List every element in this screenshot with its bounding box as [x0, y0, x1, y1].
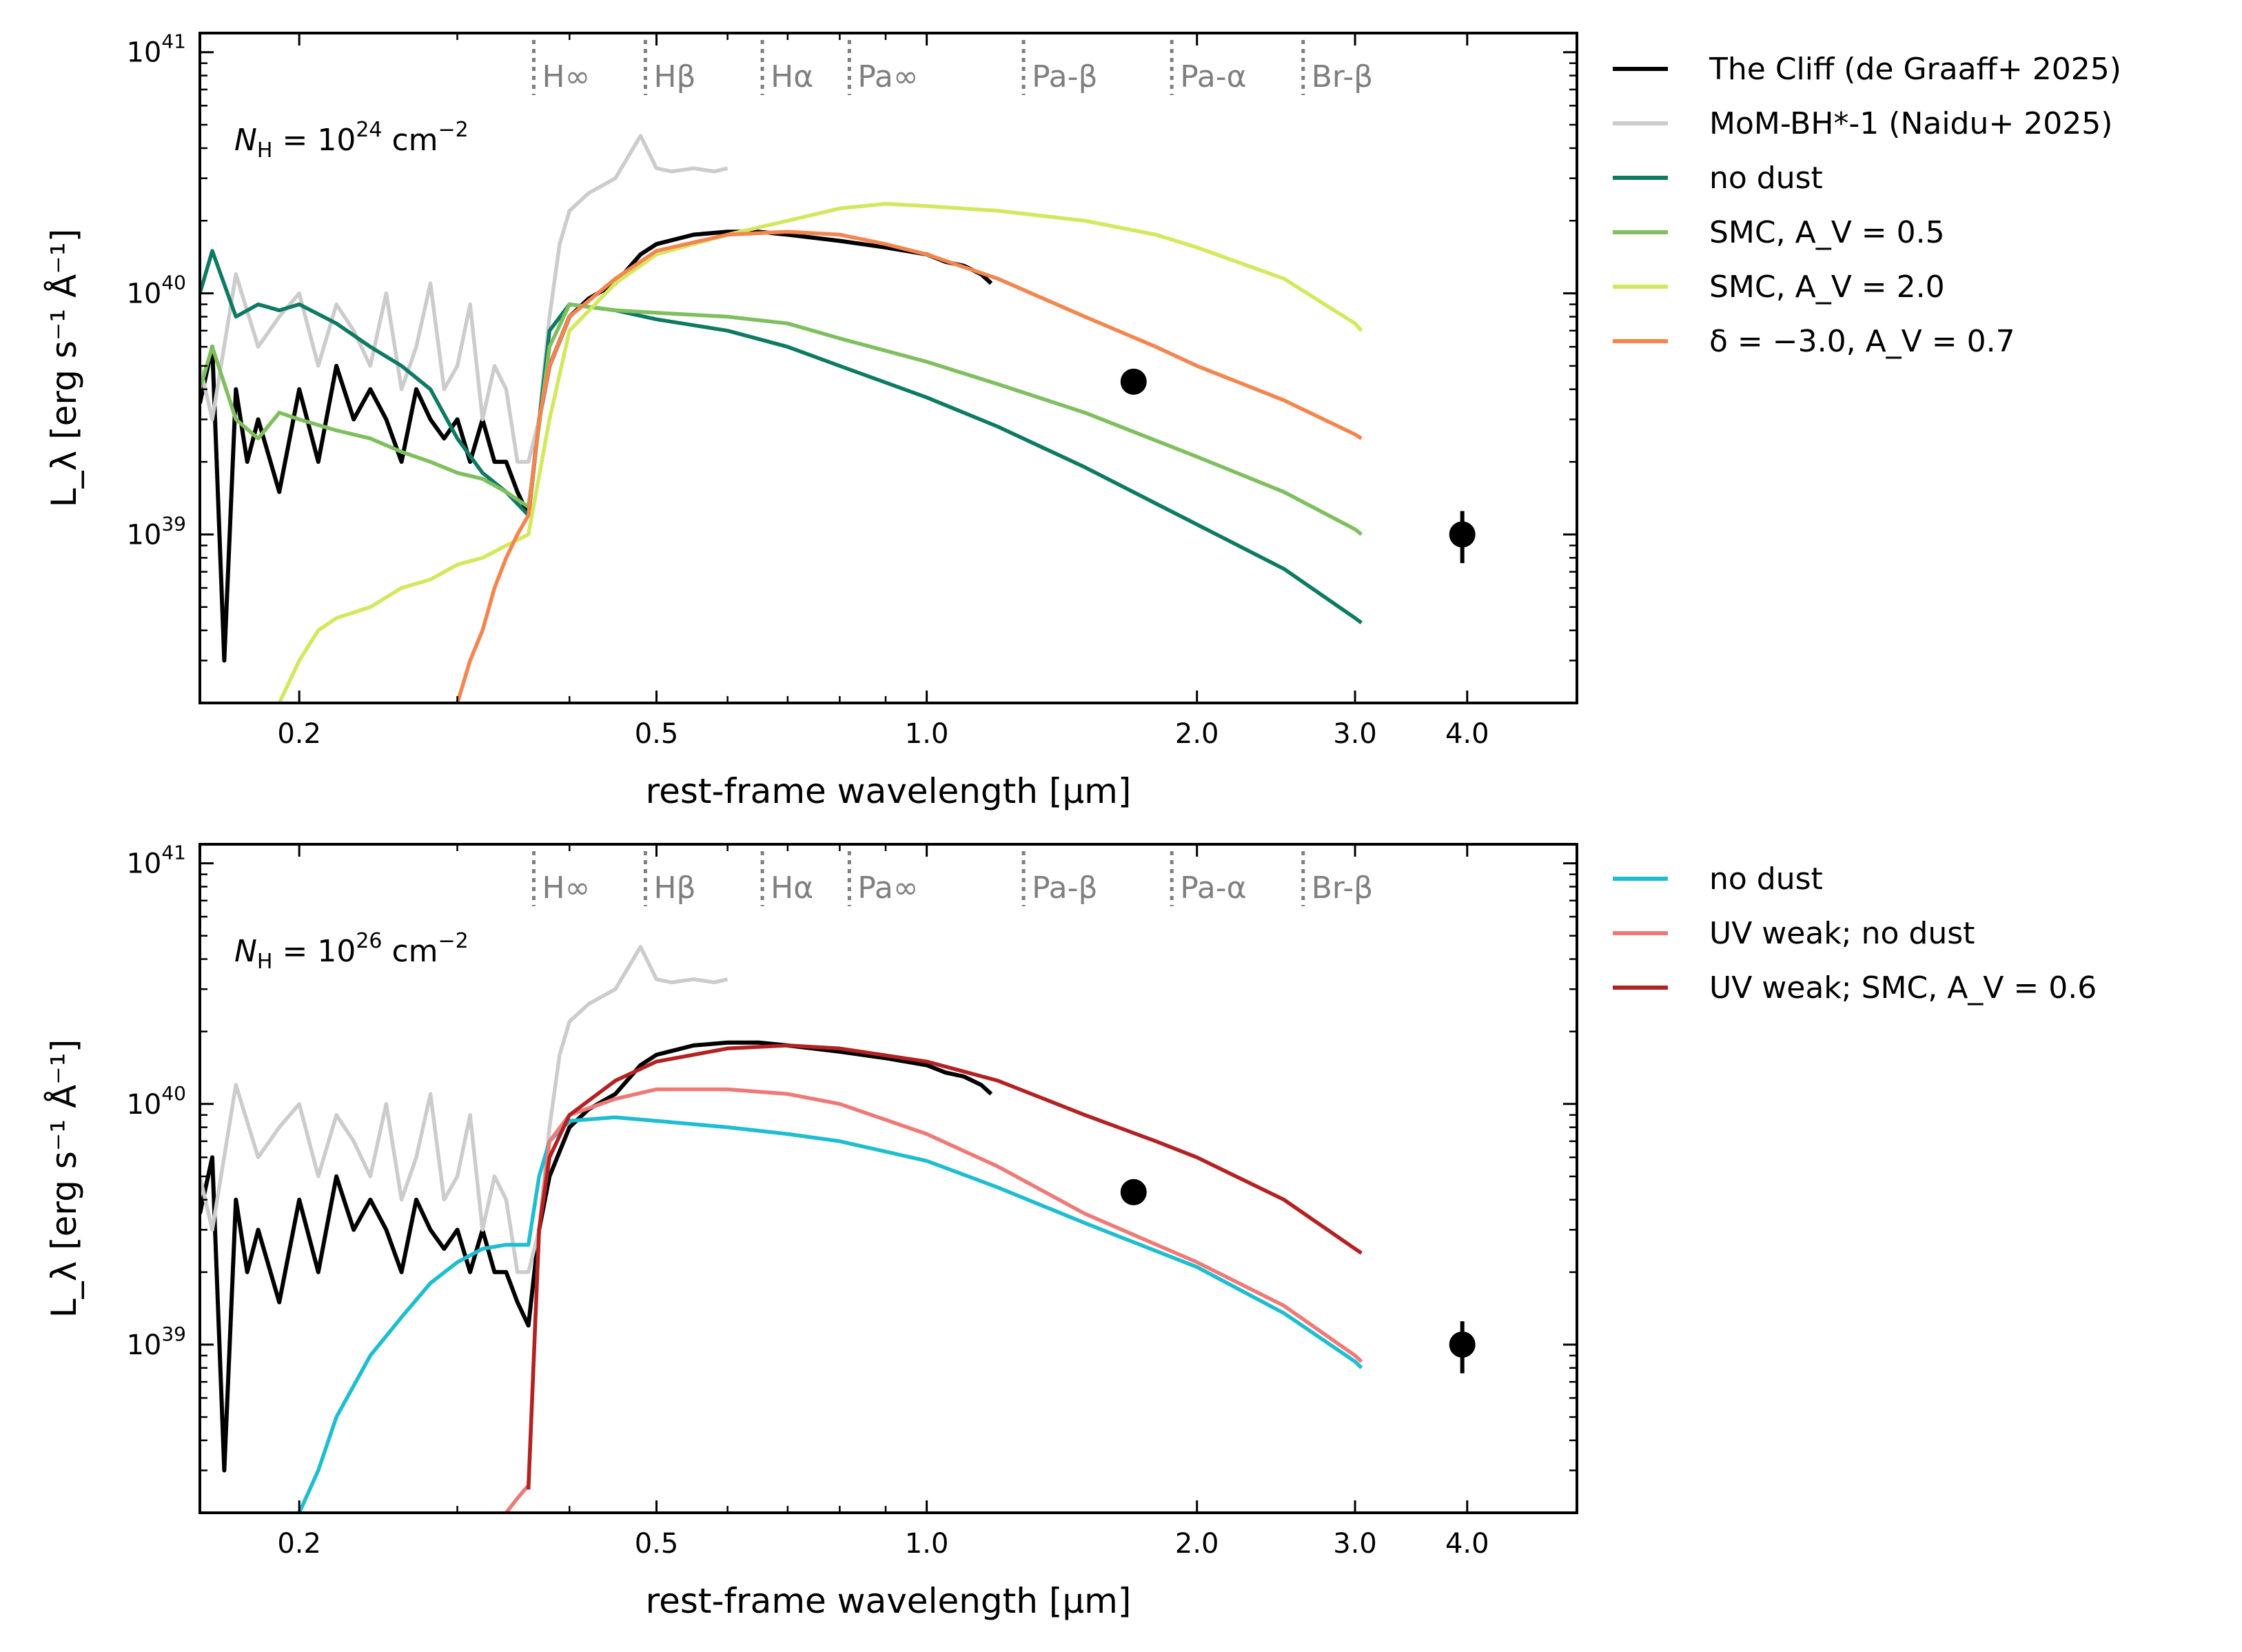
y-tick-label: 1039: [126, 1323, 186, 1361]
series-line-uv-weak-no-dust: [505, 1087, 1363, 1513]
marker-label-br: Br-β: [1312, 59, 1373, 94]
marker-label-pa: Pa-β: [1032, 59, 1097, 94]
x-tick-label: 2.0: [1175, 718, 1219, 750]
x-tick-label: 0.2: [277, 1528, 321, 1560]
series-line-mom-bh-1-naidu-2025: [200, 134, 728, 464]
bottom-panel: H∞ Hβ Hα Pa∞ Pa-β Pa-α Br-β 0.2 0.5 1.0 2.0 3.0 4.0 1…: [44, 842, 2097, 1621]
series-line-the-cliff-de-graaff-2025: [200, 230, 993, 663]
marker-label-h: Hα: [771, 59, 813, 94]
marker-label-h: Hα: [771, 870, 813, 906]
legend-label-the-cliff-de-graaff-2025: The Cliff (de Graaff+ 2025): [1709, 52, 2121, 87]
data-point-1: [1449, 1331, 1476, 1358]
x-tick-label: 0.2: [277, 718, 321, 750]
plot-area: [200, 134, 1363, 703]
x-tick-label: 1.0: [905, 1528, 949, 1560]
legend: The Cliff (de Graaff+ 2025) MoM-BH*-1 (Na…: [1613, 52, 2121, 359]
series-line-no-dust: [297, 1115, 1363, 1513]
y-tick-label: 1039: [126, 512, 186, 551]
plot-area: [200, 944, 1363, 1513]
x-tick-label: 0.5: [635, 718, 679, 750]
axes-frame: [198, 32, 1578, 704]
top-panel: H∞ Hβ Hα Pa∞ Pa-β Pa-α Br-β 0.2 0.5 1.0 2.0 3.0 4.0 1…: [44, 30, 2121, 811]
series-line-mom-bh-1-naidu-2025: [200, 944, 728, 1274]
marker-label-br: Br-β: [1312, 870, 1373, 906]
series-line-smc-a-v-0-5: [200, 302, 1363, 536]
data-point-0: [1120, 368, 1147, 395]
data-point-1: [1449, 521, 1476, 548]
x-axis-label: rest-frame wavelength [μm]: [646, 1581, 1132, 1621]
series-line-smc-a-v-2-0: [277, 201, 1363, 703]
legend-label-no-dust: no dust: [1709, 861, 1823, 897]
x-tick-label: 1.0: [905, 718, 949, 750]
marker-label-pa: Pa-α: [1180, 59, 1246, 94]
x-tick-label: 3.0: [1333, 1528, 1377, 1560]
x-tick-label: 0.5: [635, 1528, 679, 1560]
legend-label-mom-bh-1-naidu-2025: MoM-BH*-1 (Naidu+ 2025): [1709, 106, 2112, 141]
column-density-annotation: NH = 1024 cm−2: [234, 118, 469, 163]
legend-label-uv-weak-no-dust: UV weak; no dust: [1709, 916, 1975, 951]
marker-label-h: H∞: [542, 870, 590, 906]
series-line-3-0-a-v-0-7: [455, 230, 1363, 703]
marker-label-h: Hβ: [653, 59, 695, 94]
column-density-annotation: NH = 1026 cm−2: [234, 929, 469, 974]
y-tick-label: 1041: [126, 842, 186, 880]
x-tick-label: 3.0: [1333, 718, 1377, 750]
y-tick-label: 1041: [126, 30, 186, 69]
y-axis-label: L_λ [erg s⁻¹ Å⁻¹]: [44, 1039, 84, 1318]
marker-label-pa: Pa∞: [857, 870, 918, 906]
legend-label-uv-weak-smc-a-v-0-6: UV weak; SMC, A_V = 0.6: [1709, 970, 2097, 1006]
legend-label-3-0-a-v-0-7: δ = −3.0, A_V = 0.7: [1709, 324, 2015, 359]
marker-label-h: Hβ: [653, 870, 695, 906]
axes-frame: [198, 843, 1578, 1514]
x-tick-label: 2.0: [1175, 1528, 1219, 1560]
x-tick-label: 4.0: [1445, 1528, 1489, 1560]
marker-label-h: H∞: [542, 59, 590, 94]
marker-label-pa: Pa-β: [1032, 870, 1097, 906]
legend-label-smc-a-v-2-0: SMC, A_V = 2.0: [1709, 269, 1945, 305]
legend-label-no-dust: no dust: [1709, 161, 1823, 196]
y-tick-label: 1040: [126, 1082, 186, 1121]
series-line-no-dust: [200, 249, 1363, 624]
legend: no dust UV weak; no dust UV weak; SMC, A_V…: [1613, 861, 2097, 1006]
data-point-0: [1120, 1179, 1147, 1205]
x-axis-label: rest-frame wavelength [μm]: [646, 771, 1132, 811]
y-axis-label: L_λ [erg s⁻¹ Å⁻¹]: [44, 229, 84, 507]
series-line-uv-weak-smc-a-v-0-6: [526, 1043, 1363, 1490]
marker-label-pa: Pa-α: [1180, 870, 1246, 906]
y-tick-label: 1040: [126, 272, 186, 310]
marker-label-pa: Pa∞: [857, 59, 918, 94]
legend-label-smc-a-v-0-5: SMC, A_V = 0.5: [1709, 215, 1945, 250]
x-tick-label: 4.0: [1445, 718, 1489, 750]
